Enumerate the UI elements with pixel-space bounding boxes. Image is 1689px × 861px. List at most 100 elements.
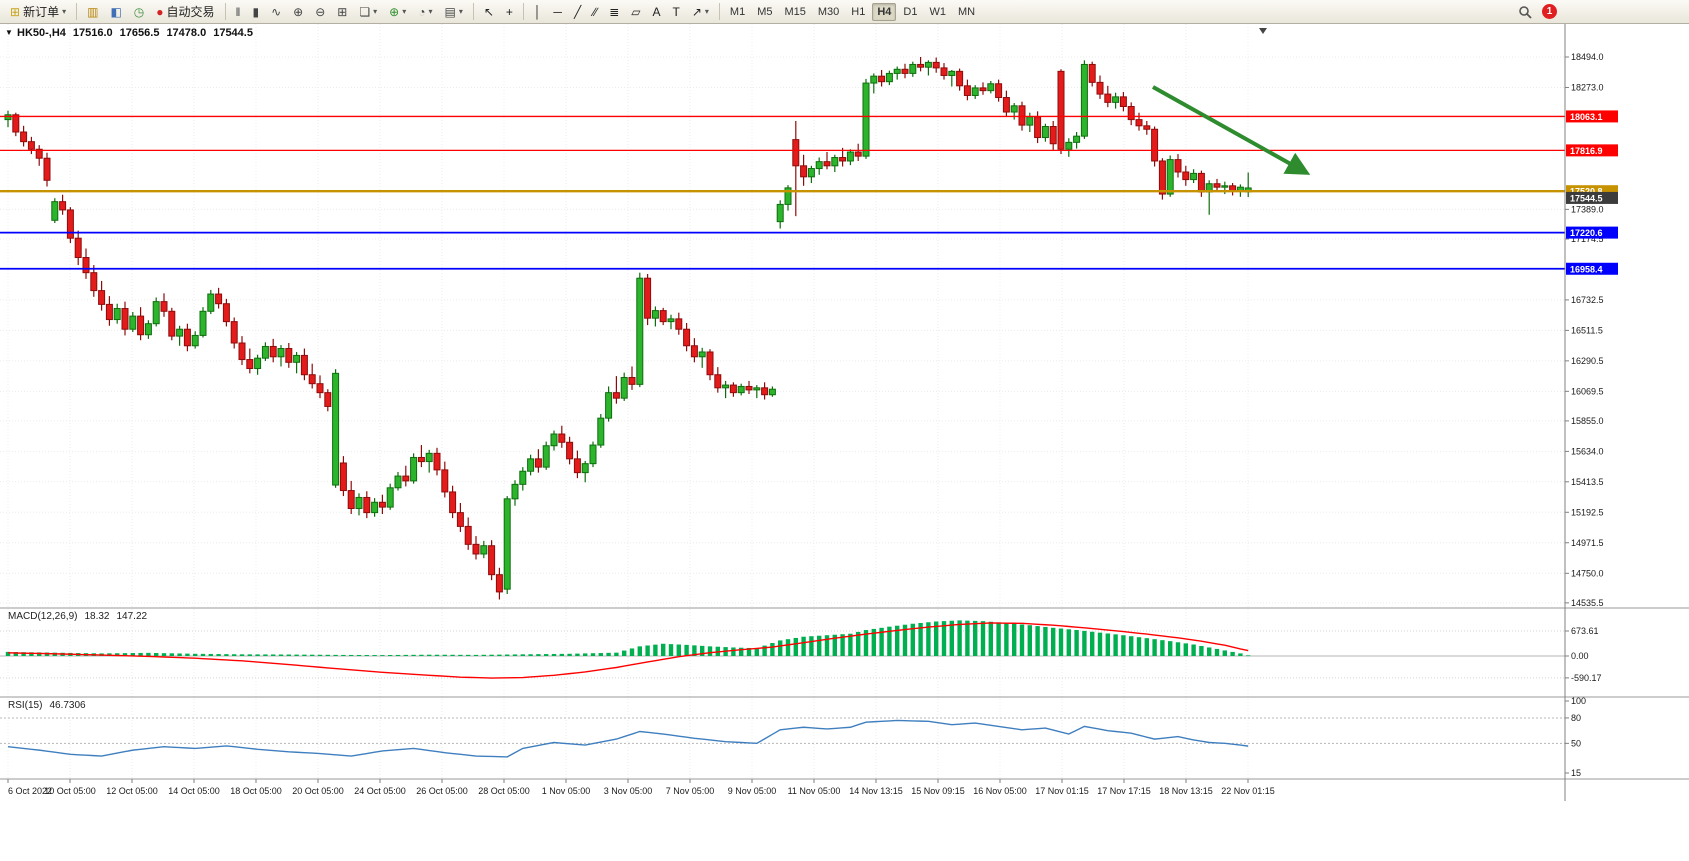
macd-signal-value: 147.22 (116, 611, 148, 622)
templates-button[interactable]: ▤ ▾ (439, 2, 467, 22)
zoom-out-button[interactable]: ⊖ (310, 2, 330, 22)
tile-windows-icon: ⊞ (337, 4, 348, 19)
candlestick-button[interactable]: ▮ (248, 2, 265, 22)
channel-icon: ∕∕ (593, 4, 598, 19)
toolbar-right-group: 1 (1518, 4, 1557, 19)
rsi-name: RSI(15) (8, 700, 43, 711)
data-window-button[interactable]: ◷ (129, 2, 149, 22)
trendline-icon: ╱ (573, 4, 582, 19)
timeframe-h1-button[interactable]: H1 (846, 3, 870, 21)
caret-down-icon: ▾ (458, 7, 463, 16)
svg-text:17174.5: 17174.5 (1571, 234, 1604, 244)
search-icon[interactable] (1518, 5, 1532, 19)
line-chart-icon: ∿ (271, 4, 282, 19)
tile-windows-button[interactable]: ⊞ (332, 2, 352, 22)
svg-text:15: 15 (1571, 768, 1581, 778)
new-order-button[interactable]: ⊞ 新订单 ▾ (5, 2, 71, 22)
svg-text:16511.5: 16511.5 (1571, 325, 1603, 335)
timeframe-h4-button[interactable]: H4 (872, 2, 897, 21)
templates-icon: ▤ (444, 4, 456, 19)
timeframe-m1-button[interactable]: M1 (725, 3, 750, 21)
svg-text:17544.5: 17544.5 (1570, 193, 1603, 203)
timeframe-m15-button[interactable]: M15 (779, 3, 810, 21)
trendline-button[interactable]: ╱ (569, 2, 586, 22)
price-chart-svg: 18494.0 18273.0 17389.0 17174.5 16732.5 16511… (0, 24, 1689, 801)
vertical-line-icon: │ (533, 4, 542, 19)
arrows-button[interactable]: ↗ ▾ (687, 2, 714, 22)
timeframe-d1-button[interactable]: D1 (898, 3, 922, 21)
timeframe-m30-button[interactable]: M30 (813, 3, 844, 21)
chart-dropdown-icon[interactable]: ▼ (5, 28, 13, 37)
macd-indicator-label: MACD(12,26,9) 18.32 147.22 (8, 611, 147, 622)
channel-button[interactable]: ∕∕ (588, 2, 602, 22)
svg-text:14 Oct 05:00: 14 Oct 05:00 (168, 786, 220, 796)
zoom-in-icon: ⊕ (293, 4, 304, 19)
chart-high-value: 17656.5 (119, 27, 160, 39)
svg-text:14750.0: 14750.0 (1571, 568, 1604, 578)
timeframe-w1-button[interactable]: W1 (924, 3, 951, 21)
vertical-line-button[interactable]: │ (529, 2, 547, 22)
svg-text:16 Nov 05:00: 16 Nov 05:00 (973, 786, 1027, 796)
chart-shift-marker[interactable] (1259, 28, 1267, 34)
cursor-button[interactable]: ↖ (479, 2, 499, 22)
svg-text:18 Nov 13:15: 18 Nov 13:15 (1159, 786, 1213, 796)
svg-text:17220.6: 17220.6 (1570, 228, 1603, 238)
caret-down-icon: ▾ (62, 7, 67, 16)
timeframe-m5-button[interactable]: M5 (752, 3, 777, 21)
macd-name: MACD(12,26,9) (8, 611, 78, 622)
line-chart-button[interactable]: ∿ (266, 2, 286, 22)
text-button[interactable]: A (647, 2, 665, 22)
svg-text:15413.5: 15413.5 (1571, 477, 1604, 487)
new-chart-button[interactable]: ▥ (82, 2, 103, 22)
crosshair-button[interactable]: + (501, 2, 518, 22)
svg-text:14971.5: 14971.5 (1571, 538, 1604, 548)
periods-button[interactable]: ◔ ▾ (413, 2, 437, 22)
shapes-button[interactable]: ▱ (626, 2, 645, 22)
indicators-button[interactable]: ⊕ ▾ (384, 2, 411, 22)
zoom-out-icon: ⊖ (315, 4, 326, 19)
arrows-icon: ↗ (691, 4, 702, 19)
data-window-icon: ◷ (133, 4, 145, 19)
text-label-button[interactable]: T (668, 2, 685, 22)
macd-main-value: 18.32 (84, 611, 110, 622)
chart-symbol-period: HK50-,H4 (17, 27, 66, 39)
zoom-in-button[interactable]: ⊕ (288, 2, 308, 22)
timeframe-mn-button[interactable]: MN (953, 3, 980, 21)
auto-trading-button[interactable]: ● 自动交易 (151, 2, 219, 22)
auto-trading-icon: ● (156, 4, 164, 19)
text-label-icon: T (672, 4, 680, 19)
fibonacci-button[interactable]: ≣ (604, 2, 624, 22)
svg-text:7 Nov 05:00: 7 Nov 05:00 (666, 786, 715, 796)
bar-chart-button[interactable]: ‖ (231, 2, 246, 22)
indicators-icon: ⊕ (389, 4, 400, 19)
svg-text:14535.5: 14535.5 (1571, 598, 1604, 608)
toolbar-separator (472, 3, 474, 20)
svg-text:9 Nov 05:00: 9 Nov 05:00 (728, 786, 777, 796)
svg-text:15855.0: 15855.0 (1571, 416, 1604, 426)
svg-text:16290.5: 16290.5 (1571, 356, 1604, 366)
toolbar-separator (76, 3, 78, 20)
chart-area[interactable]: 18494.0 18273.0 17389.0 17174.5 16732.5 16511… (0, 24, 1689, 861)
svg-text:28 Oct 05:00: 28 Oct 05:00 (478, 786, 530, 796)
svg-text:17 Nov 01:15: 17 Nov 01:15 (1035, 786, 1089, 796)
caret-down-icon: ▾ (402, 7, 407, 16)
svg-text:11 Nov 05:00: 11 Nov 05:00 (788, 786, 841, 796)
toolbar: ⊞ 新订单 ▾ ▥ ◧ ◷ ● 自动交易 ‖ ▮ ∿ ⊕ ⊖ ⊞ ❏ ▾ ⊕ ▾ ◔ ▾ ▤ ▾ ↖ + │ ─ ╱ ∕∕ ≣ ▱ A T ↗ ▾… (0, 0, 1689, 24)
profiles-button[interactable]: ◧ (105, 2, 126, 22)
svg-text:20 Oct 05:00: 20 Oct 05:00 (292, 786, 344, 796)
horizontal-line-icon: ─ (553, 4, 562, 19)
svg-text:15192.5: 15192.5 (1571, 507, 1604, 517)
svg-text:16732.5: 16732.5 (1571, 295, 1604, 305)
notification-badge[interactable]: 1 (1542, 4, 1557, 19)
horizontal-line-button[interactable]: ─ (548, 2, 567, 22)
auto-arrange-button[interactable]: ❏ ▾ (354, 2, 382, 22)
bar-chart-icon: ‖ (235, 4, 241, 19)
profiles-icon: ◧ (110, 4, 122, 19)
trend-arrow-annotation[interactable] (1152, 85, 1311, 175)
shapes-icon: ▱ (631, 4, 641, 19)
toolbar-separator (224, 3, 226, 20)
caret-down-icon: ▾ (428, 7, 433, 16)
svg-text:16069.5: 16069.5 (1571, 386, 1604, 396)
svg-text:6 Oct 2022: 6 Oct 2022 (8, 786, 52, 796)
auto-trading-button-label: 自动交易 (166, 5, 215, 19)
